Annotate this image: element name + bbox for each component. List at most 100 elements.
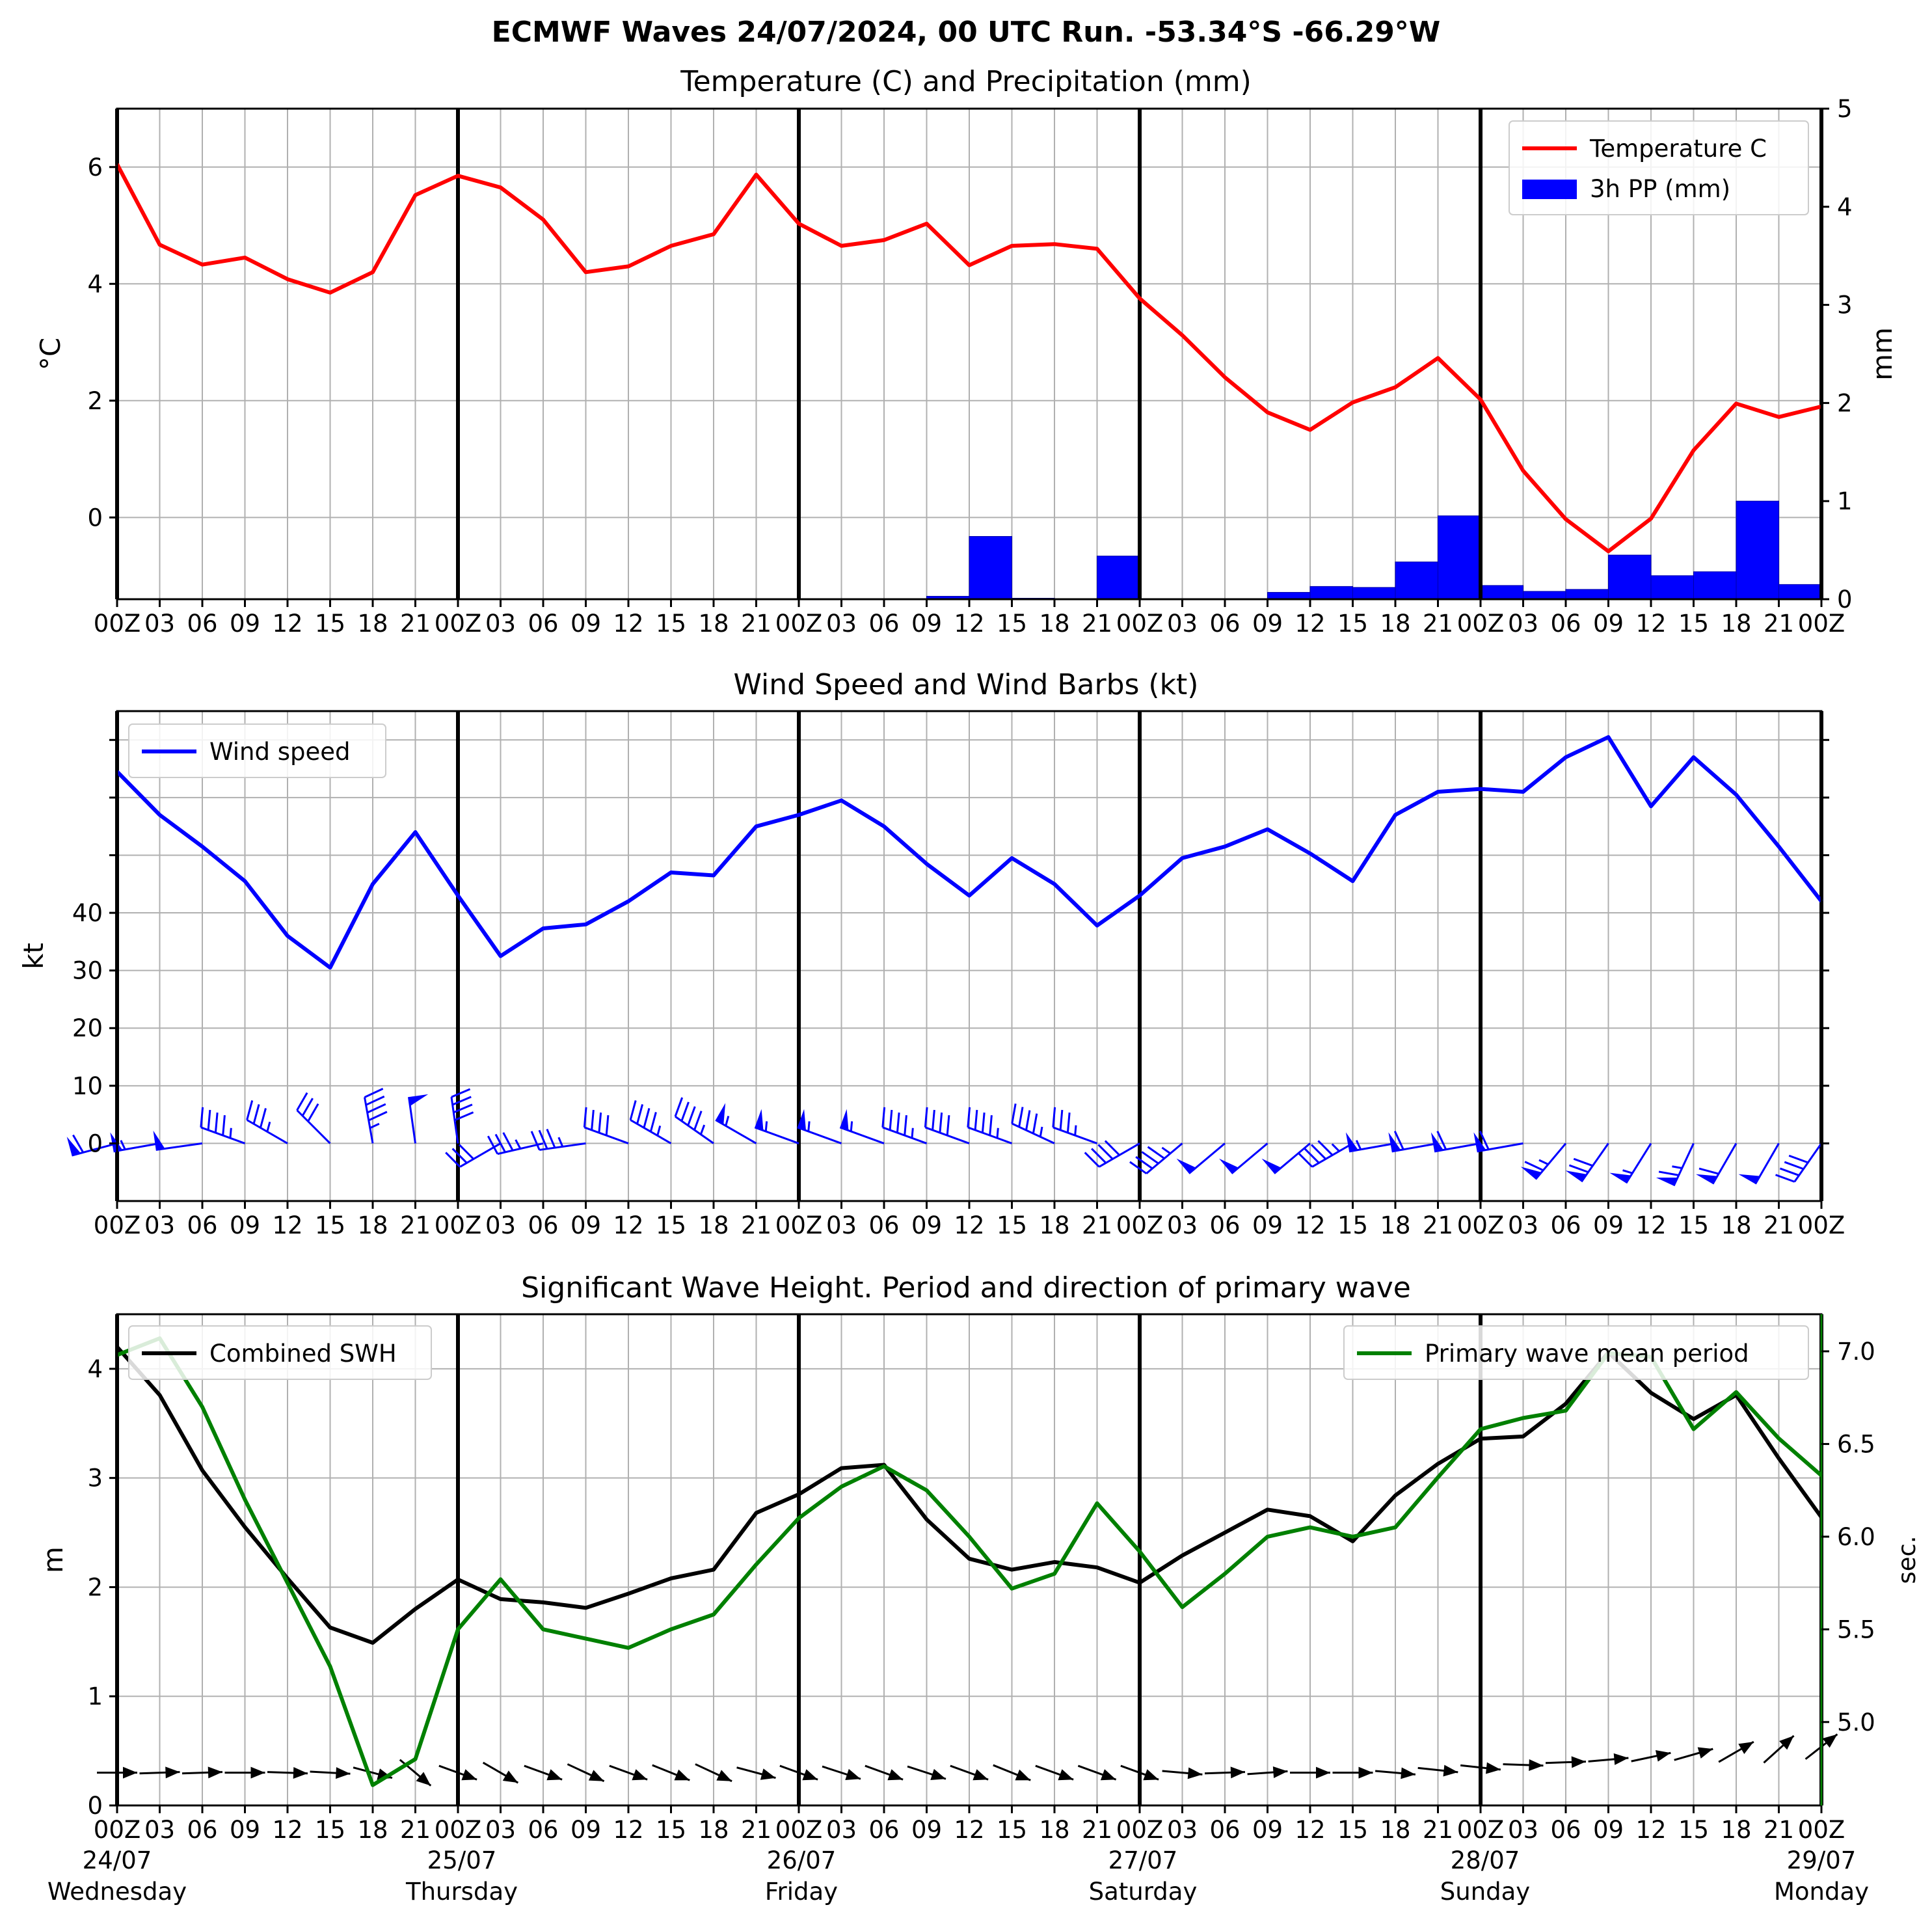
precip-bar	[1438, 515, 1481, 600]
wind-barb-feather	[368, 1111, 388, 1122]
wind-barb	[1473, 1131, 1523, 1153]
wave-direction-arrow	[438, 1764, 477, 1781]
precip-bar	[969, 535, 1012, 600]
wind-barb-feather	[1032, 1113, 1038, 1134]
x-tick-label: 21	[1423, 1816, 1453, 1844]
x-tick-label: 21	[1082, 610, 1112, 638]
y2-tick-label: 5.5	[1837, 1615, 1875, 1643]
wave-direction-arrow	[139, 1766, 180, 1779]
x-tick-label: 03	[1167, 610, 1198, 638]
x-tick-label: 18	[1039, 1211, 1069, 1239]
x-tick-label: 18	[1721, 1211, 1751, 1239]
wind-barb-shaft	[1625, 1142, 1652, 1184]
y2-tick-label: 5	[1837, 95, 1853, 123]
y2-axis-label: mm	[1866, 327, 1898, 381]
wind-barb-feather	[367, 1103, 386, 1114]
wind-barb-feather	[307, 1103, 319, 1122]
wind-barb	[1609, 1142, 1652, 1184]
y-axis-label: kt	[18, 943, 49, 969]
wave-direction-arrow	[950, 1764, 989, 1781]
wave-arrow-head	[588, 1770, 604, 1781]
wind-barb	[924, 1107, 970, 1144]
wave-direction-arrow	[310, 1767, 351, 1779]
precip-bar	[1778, 584, 1822, 600]
wind-barb-feather	[546, 1128, 556, 1148]
wind-barb-flag	[797, 1109, 806, 1131]
x-tick-label: 09	[570, 1211, 601, 1239]
wind-barb-flag	[1696, 1174, 1717, 1184]
wind-barb	[445, 1142, 502, 1168]
wind-barb-shaft	[155, 1142, 203, 1151]
wind-barb-half-feather	[266, 1122, 271, 1132]
x-tick-label: 21	[1764, 1816, 1794, 1844]
x-tick-label: 12	[1295, 1211, 1325, 1239]
day-date-label: 28/07	[1451, 1846, 1520, 1874]
precip-bar	[1267, 591, 1311, 600]
wind-barb-feather	[629, 1100, 637, 1120]
x-tick-label: 06	[1550, 610, 1581, 638]
wave-arrow-head	[802, 1769, 818, 1781]
wave-direction-arrow	[1674, 1747, 1713, 1761]
y2-tick-label: 1	[1837, 487, 1853, 515]
wind-barb-feather	[636, 1104, 644, 1124]
wave-arrow-head	[1443, 1764, 1458, 1777]
temperature-precipitation-panel: 00Z 03 06 09 12 15 18 21 00Z 03 06 09 12 15 18 21 00Z 03 0…	[34, 65, 1898, 638]
wind-barb-feather	[1479, 1131, 1490, 1150]
wind-barb	[1565, 1142, 1609, 1183]
x-tick-label: 06	[868, 1211, 899, 1239]
wave-arrow-head	[546, 1769, 563, 1781]
x-tick-label: 00Z	[1457, 1816, 1504, 1844]
wind-barb-feather	[591, 1109, 595, 1131]
y-tick-label: 40	[72, 899, 103, 927]
x-tick-label: 15	[656, 1211, 686, 1239]
x-tick-label: 03	[826, 1816, 857, 1844]
wind-barb-flag	[755, 1109, 764, 1131]
x-tick-label: 18	[698, 610, 729, 638]
x-tick-label: 03	[144, 1211, 175, 1239]
page-title: ECMWF Waves 24/07/2024, 00 UTC Run. -53.…	[492, 16, 1441, 49]
wave-direction-arrow	[267, 1766, 308, 1779]
x-tick-label: 09	[570, 610, 601, 638]
x-tick-label: 15	[656, 1816, 686, 1844]
legend-box	[128, 723, 386, 778]
wind-barb-feather	[946, 1115, 950, 1136]
day-date-label: 26/07	[767, 1846, 837, 1874]
legend-entry: Temperature C	[1589, 135, 1767, 163]
wind-barb	[1430, 1131, 1481, 1153]
x-tick-label: 09	[230, 1211, 260, 1239]
wave-arrow-head	[1486, 1762, 1501, 1774]
wave-arrow-head	[632, 1769, 648, 1781]
legend-box	[128, 1325, 432, 1380]
wave-arrow-head	[973, 1769, 989, 1781]
wave-direction-arrow	[652, 1764, 690, 1781]
wind-barb-feather	[896, 1112, 900, 1133]
wind-barb-feather	[1011, 1103, 1017, 1124]
x-tick-label: 18	[357, 610, 388, 638]
x-tick-label: 09	[911, 1816, 942, 1844]
wind-barb	[407, 1094, 429, 1144]
y2-axis-label: sec.	[1893, 1535, 1921, 1584]
wind-barb-feather	[1025, 1110, 1031, 1131]
wind-barb-feather	[207, 1109, 211, 1131]
wave-direction-arrow	[1247, 1766, 1288, 1779]
x-tick-label: 12	[1295, 610, 1325, 638]
y-tick-label: 4	[87, 1355, 103, 1383]
day-date-label: 29/07	[1787, 1846, 1857, 1874]
x-tick-label: 03	[485, 1816, 516, 1844]
day-weekday-label: Thursday	[405, 1878, 518, 1906]
y-tick-label: 20	[72, 1014, 103, 1042]
wind-barb-flag	[1609, 1172, 1631, 1183]
wave-arrow-head	[1058, 1769, 1074, 1781]
x-tick-label: 06	[187, 1211, 217, 1239]
wind-barb	[487, 1132, 544, 1155]
x-tick-label: 21	[400, 610, 431, 638]
wind-barb-flag	[716, 1103, 726, 1125]
x-tick-label: 03	[1167, 1816, 1198, 1844]
x-tick-label: 09	[1252, 610, 1283, 638]
wind-barb-feather	[889, 1109, 893, 1131]
y-tick-label: 1	[87, 1682, 103, 1710]
y2-tick-label: 3	[1837, 291, 1853, 319]
wave-arrow-head	[1613, 1753, 1629, 1765]
wind-barb	[1297, 1140, 1354, 1168]
x-tick-label: 09	[1593, 1816, 1624, 1844]
